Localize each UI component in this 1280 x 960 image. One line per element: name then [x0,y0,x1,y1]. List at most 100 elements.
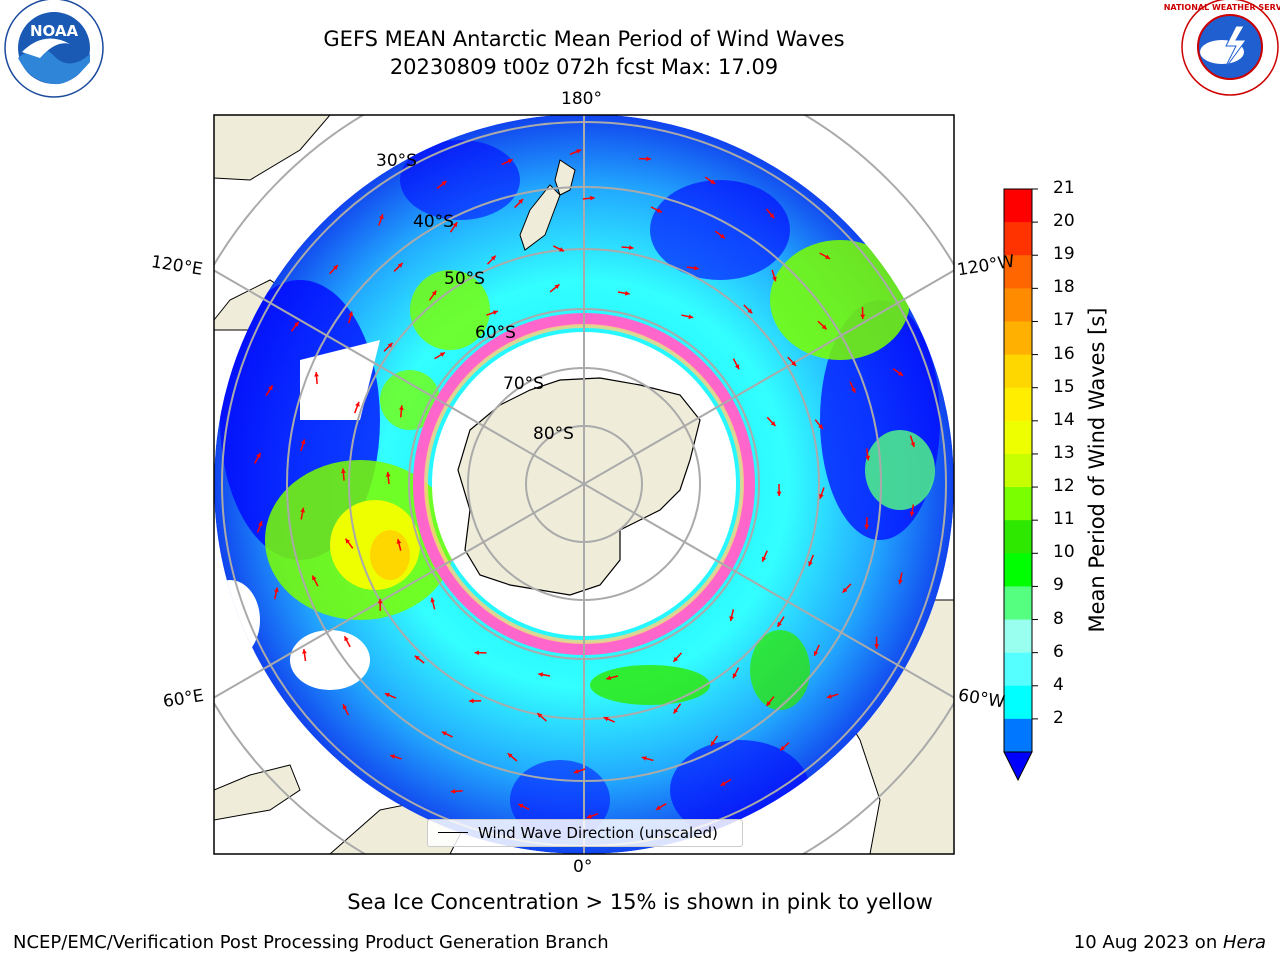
colorbar-tick-label: 6 [1053,641,1064,662]
parallel-label-80s: 80°S [533,424,574,444]
map-legend: Wind Wave Direction (unscaled) [427,819,743,847]
colorbar-segment [1004,453,1032,488]
wind-wave-arrowhead [452,222,458,228]
wind-wave-arrowhead [507,753,513,758]
wind-wave-arrowhead [441,731,447,736]
wind-wave-arrowhead [300,439,306,445]
colorbar-frame [1003,188,1033,753]
colorbar-tick-label: 16 [1053,343,1075,364]
wind-wave-arrowhead [761,556,767,562]
wind-wave-arrowhead [379,214,384,220]
wind-wave-arrowhead [518,803,524,809]
wind-wave-arrowhead [791,361,797,366]
wind-wave-arrowhead [474,650,479,656]
wind-wave-arrowhead [656,208,662,213]
chart-subtitle: 20230809 t00z 072h fcst Max: 17.09 [389,55,779,79]
wind-wave-arrowhead [864,524,870,530]
colorbar-segment [1004,619,1032,654]
wind-wave-arrowhead [396,539,402,544]
wind-wave-arrowhead [256,452,261,458]
noaa-logo: NOAA [4,0,104,98]
wind-wave-arrowhead [559,247,565,252]
wind-wave-arrowhead [507,159,513,164]
colorbar-segment [1004,553,1032,587]
wind-wave-arrowhead [770,421,776,427]
wind-wave-arrowhead [825,254,831,259]
wind-wave-arrowhead [729,616,734,622]
wind-wave-arrowhead [842,587,848,593]
meridian-label-0: 0° [573,857,593,877]
wind-wave-arrowhead [874,644,880,649]
wind-wave-arrowhead [348,311,354,317]
colorbar-segment [1004,189,1032,223]
wind-wave-arrowhead [777,621,782,627]
wind-wave-arrowhead [772,276,777,282]
wind-wave-arrowhead [719,233,725,239]
colorbar-segment [1004,520,1032,554]
wind-wave-arrowhead [341,468,346,474]
wind-wave-arrowhead [344,636,349,642]
colorbar-tick-label: 12 [1053,476,1075,497]
wind-wave-arrowhead [710,179,716,184]
colorbar-tick-label: 2 [1053,707,1064,728]
wind-wave-arrowhead [294,321,299,327]
wind-wave-arrowhead [258,521,263,527]
wind-wave-arrowhead [646,156,651,162]
wind-wave-arrowhead [390,754,396,759]
colorbar-tick-label: 18 [1053,277,1075,298]
wind-wave-arrowhead [688,314,694,320]
parallel-label-30s: 30°S [376,151,417,171]
nws-logo-text: NATIONAL WEATHER SERVICE [1164,3,1280,12]
footer-branch: NCEP/EMC/Verification Post Processing Pr… [13,932,609,953]
colorbar-tick-label: 14 [1053,409,1075,430]
wind-wave-arrowhead [694,265,699,271]
colorbar-segment [1004,586,1032,621]
wind-wave-arrowhead [909,511,915,517]
wind-wave-arrowhead [734,364,740,370]
wind-wave-arrowhead [414,655,420,661]
colorbar-tick-label: 21 [1053,178,1075,198]
wind-wave-arrowhead [720,781,726,786]
parallel-label-40s: 40°S [413,212,454,232]
wind-wave-arrowhead [910,442,916,448]
wind-wave-arrowhead [576,149,582,154]
wind-wave-arrowhead [898,579,903,585]
wind-wave-arrowhead [732,673,738,679]
wind-wave-arrowhead [342,704,348,710]
colorbar-segment [1004,487,1032,521]
colorbar-segment [1004,255,1032,289]
footer-date-text: 10 Aug 2023 on [1073,932,1223,953]
colorbar-segment [1004,420,1032,455]
wind-wave-arrowhead [384,692,390,698]
wind-wave-arrowhead [826,694,832,699]
wind-wave-arrowhead [397,262,403,268]
wind-wave-arrowhead [302,649,307,654]
noaa-logo-text: NOAA [30,22,79,40]
graticule [214,115,954,854]
wind-wave-arrowhead [441,181,447,186]
parallel-label-70s: 70°S [503,374,544,394]
wind-wave-arrowhead [586,814,592,819]
wind-wave-arrowhead [450,789,456,794]
wind-wave-arrowhead [624,290,630,296]
sea-ice-note: Sea Ice Concentration > 15% is shown in … [347,890,933,914]
wind-wave-arrowhead [898,371,903,376]
wind-wave-arrowhead [766,701,772,707]
wind-wave-arrows [253,149,916,819]
wind-wave-arrowhead [518,199,524,204]
wind-wave-arrowhead [538,672,544,678]
wind-wave-arrowhead [628,245,634,251]
wind-wave-arrowhead [865,455,871,461]
wind-wave-arrowhead [333,265,338,270]
wind-wave-arrowhead [590,195,595,201]
wind-wave-arrowhead [710,740,716,746]
nws-logo: NATIONAL WEATHER SERVICE [1164,0,1280,96]
wind-wave-arrowhead [851,387,856,393]
colorbar-segment [1004,387,1032,422]
wind-wave-arrowhead [860,314,866,320]
wind-wave-arrowhead [355,401,360,407]
wind-wave-arrowhead [490,255,496,261]
wind-wave-arrowhead [387,342,393,348]
wind-wave-arrowhead [641,756,647,761]
